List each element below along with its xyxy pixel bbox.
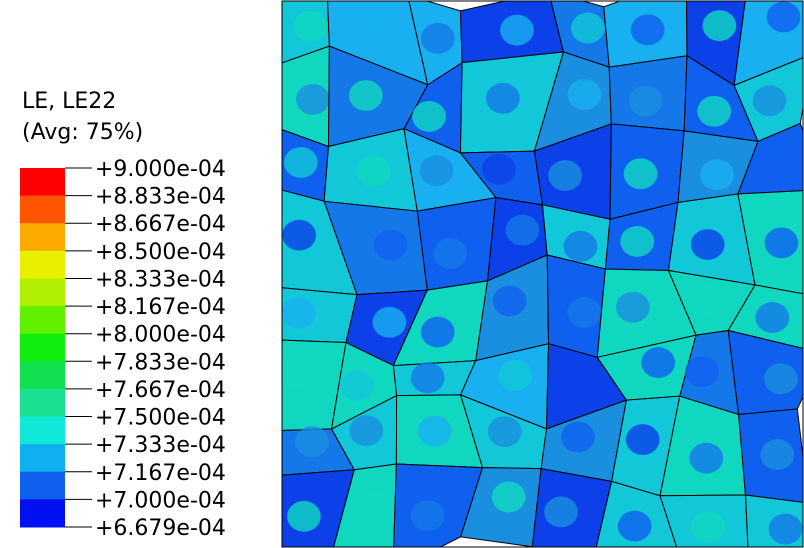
grain-shade — [752, 85, 787, 117]
grain-shade — [420, 316, 455, 348]
legend-label: +8.667e-04 — [95, 212, 226, 237]
grain-shade — [570, 12, 605, 44]
plot-border — [281, 0, 804, 548]
grain-shade — [763, 363, 798, 395]
grain-shade — [691, 284, 725, 316]
color-swatch — [20, 333, 65, 362]
grain-shade — [282, 297, 316, 329]
color-swatch — [20, 499, 65, 528]
grains — [282, 1, 803, 547]
grain-shade — [356, 155, 391, 187]
color-swatch — [20, 388, 65, 418]
legend-label: +8.333e-04 — [95, 267, 226, 292]
grain-shade — [702, 10, 737, 42]
grain-shade — [373, 229, 408, 261]
grain-shade — [628, 85, 663, 117]
grain-shade — [760, 439, 795, 471]
grain-shade — [615, 291, 650, 323]
color-bar: +9.000e-04 +8.833e-04+8.667e-04 +8.500e-04… — [20, 157, 226, 541]
grain-shade — [630, 14, 665, 46]
grain-shade — [410, 500, 445, 531]
grain-shade — [293, 10, 327, 42]
legend-label: +7.833e-04 — [95, 350, 226, 375]
grain-shade — [772, 152, 803, 184]
grain-shade — [433, 237, 468, 269]
color-swatch — [20, 195, 65, 224]
legend-label: +6.679e-04 — [95, 516, 226, 541]
legend-subtitle: (Avg: 75%) — [22, 120, 143, 145]
grain-shade — [617, 510, 652, 542]
legend-label: +7.333e-04 — [95, 433, 226, 458]
grain-shade — [561, 421, 595, 453]
legend-label: +9.000e-04 — [95, 157, 226, 182]
legend-label: +8.167e-04 — [95, 295, 226, 320]
grain-shade — [685, 356, 719, 388]
grain-shade — [487, 416, 522, 448]
color-swatch — [20, 361, 65, 390]
contour-plot — [282, 1, 803, 547]
grain-shade — [700, 159, 734, 191]
grain-shade — [491, 481, 526, 513]
grain-shade — [295, 84, 330, 115]
grain-shade — [372, 306, 407, 338]
color-swatch — [20, 306, 65, 335]
grain-shade — [764, 227, 799, 259]
grain-shade — [690, 229, 725, 260]
color-swatch — [20, 278, 65, 307]
grain-shade — [641, 347, 676, 378]
grain-shade — [412, 101, 446, 132]
grain-shade — [572, 374, 607, 405]
grain-shade — [755, 302, 790, 333]
color-swatch — [20, 223, 65, 252]
grain-shade — [283, 147, 318, 178]
grain-shade — [287, 500, 321, 532]
grain-shade — [544, 496, 578, 528]
legend-label: +8.833e-04 — [95, 185, 226, 210]
color-swatch — [20, 444, 65, 473]
grain-shade — [486, 82, 520, 114]
grain-shade — [348, 80, 383, 111]
grain-shade — [691, 511, 725, 543]
grain-shade — [625, 424, 660, 456]
grain-shade — [359, 11, 394, 43]
legend-label: +7.000e-04 — [95, 488, 226, 513]
grain-shade — [766, 1, 801, 33]
grain-shade — [500, 14, 534, 46]
grain-shade — [349, 415, 384, 447]
grain-shade — [282, 359, 313, 391]
grain-shade — [567, 79, 602, 111]
color-swatch — [20, 250, 65, 279]
grain-shade — [620, 226, 655, 257]
color-swatch — [20, 416, 65, 445]
legend-label: +7.167e-04 — [95, 461, 226, 486]
grain-shade — [420, 22, 455, 54]
legend-label: +8.000e-04 — [95, 323, 226, 348]
grain-shade — [689, 442, 724, 474]
legend-label: +7.667e-04 — [95, 378, 226, 403]
grain-shade — [410, 362, 445, 394]
legend-label: +8.500e-04 — [95, 240, 226, 265]
grain-shade — [359, 490, 394, 522]
grain-shade — [482, 153, 516, 185]
grain-shade — [768, 513, 803, 545]
legend-title: LE, LE22 — [22, 89, 116, 114]
grain-shade — [697, 95, 732, 127]
grain-shade — [505, 214, 540, 246]
grain-shade — [623, 158, 658, 190]
grain-shade — [340, 370, 374, 401]
color-swatch — [20, 168, 65, 197]
grain-shade — [548, 160, 583, 191]
grain-shade — [492, 285, 527, 317]
grain-shade — [417, 415, 452, 447]
grain-shade — [563, 230, 598, 262]
grain-shade — [419, 155, 454, 187]
color-swatch — [20, 471, 65, 500]
grain-shade — [567, 297, 602, 328]
grain-shade — [282, 219, 317, 251]
legend-label: +7.500e-04 — [95, 406, 226, 431]
grain-shade — [498, 359, 533, 391]
grain-shade — [295, 426, 329, 458]
